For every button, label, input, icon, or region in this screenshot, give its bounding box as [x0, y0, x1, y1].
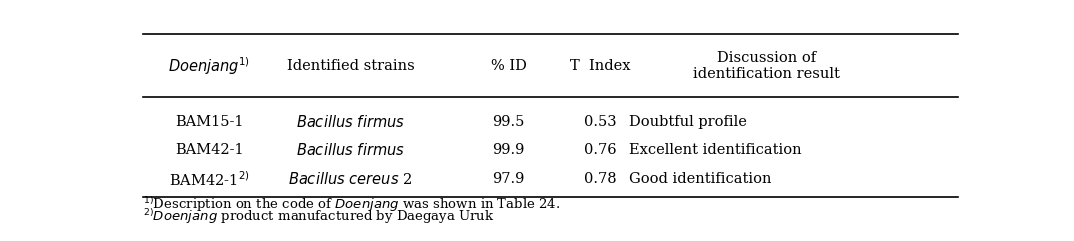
Text: $\it{Bacillus\ cereus}$ 2: $\it{Bacillus\ cereus}$ 2 [289, 171, 412, 187]
Text: BAM42-1: BAM42-1 [175, 143, 244, 157]
Text: $^{1)}$Description on the code of $\it{Doenjang}$ was shown in Table 24.: $^{1)}$Description on the code of $\it{D… [143, 195, 560, 214]
Text: Good identification: Good identification [629, 172, 772, 186]
Text: BAM42-1$^{2)}$: BAM42-1$^{2)}$ [169, 170, 249, 188]
Text: $\it{Bacillus\ firmus}$: $\it{Bacillus\ firmus}$ [296, 142, 405, 159]
Text: BAM15-1: BAM15-1 [175, 115, 244, 129]
Text: $\it{Doenjang}$$^{1)}$: $\it{Doenjang}$$^{1)}$ [169, 55, 250, 77]
Text: Identified strains: Identified strains [287, 59, 415, 73]
Text: $^{2)}$$\it{Doenjang}$ product manufactured by Daegaya Uruk: $^{2)}$$\it{Doenjang}$ product manufactu… [143, 207, 494, 226]
Text: Discussion of
identification result: Discussion of identification result [694, 51, 840, 81]
Text: 0.53: 0.53 [584, 115, 616, 129]
Text: 99.9: 99.9 [493, 143, 525, 157]
Text: Doubtful profile: Doubtful profile [629, 115, 748, 129]
Text: T  Index: T Index [570, 59, 630, 73]
Text: 99.5: 99.5 [493, 115, 525, 129]
Text: 0.78: 0.78 [584, 172, 616, 186]
Text: Excellent identification: Excellent identification [629, 143, 802, 157]
Text: $\it{Bacillus\ firmus}$: $\it{Bacillus\ firmus}$ [296, 114, 405, 130]
Text: 0.76: 0.76 [584, 143, 616, 157]
Text: 97.9: 97.9 [493, 172, 525, 186]
Text: % ID: % ID [491, 59, 526, 73]
